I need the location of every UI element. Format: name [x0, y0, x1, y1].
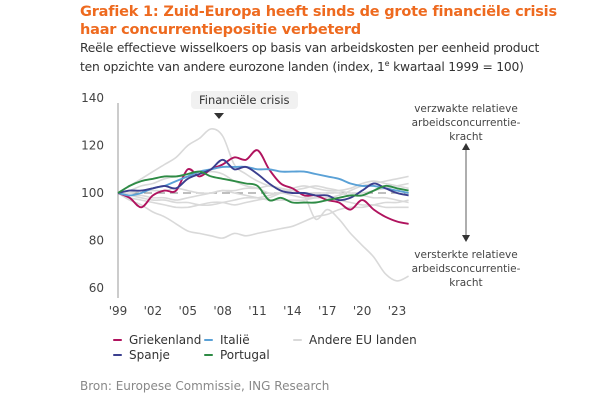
series-other-eu	[117, 128, 409, 282]
subtitle-line-2: ten opzichte van andere eurozone landen …	[80, 56, 600, 75]
legend-swatch	[113, 353, 122, 357]
x-tick-label: '02	[144, 304, 163, 318]
legend-item-andere-eu: Andere EU landen	[293, 333, 417, 347]
legend-item-portugal: Portugal	[204, 348, 270, 362]
series-line-andere-eu-landen-2	[117, 192, 409, 239]
series-line-spanje	[117, 158, 409, 202]
legend-swatch	[204, 338, 213, 342]
legend-label: Griekenland	[129, 333, 202, 347]
legend-label: Spanje	[129, 348, 170, 362]
y-tick-label: 80	[89, 234, 104, 248]
annotation-strengthened-line: kracht	[449, 277, 483, 289]
legend-item-italie: Italië	[204, 333, 250, 347]
legend-swatch	[113, 338, 122, 342]
annotation-strengthened-line: arbeidsconcurrentie-	[411, 263, 521, 275]
y-tick-label: 60	[89, 281, 104, 295]
series-line-griekenland	[117, 149, 409, 225]
series-southern-europe	[117, 149, 409, 225]
series-line-andere-eu-landen-1	[117, 128, 409, 282]
y-tick-label: 120	[81, 139, 104, 153]
annotation-strengthened-line: versterkte relatieve	[414, 249, 518, 261]
x-tick-label: '11	[248, 304, 267, 318]
x-axis-ticks: '99 '02 '05 '08 '11 '14 '17 '20 '23	[109, 304, 407, 318]
competitiveness-arrow-icon	[462, 143, 470, 242]
series-line-andere-eu-landen-7	[117, 189, 409, 209]
series-line-andere-eu-landen-6	[117, 170, 409, 195]
source-note: Bron: Europese Commissie, ING Research	[80, 379, 330, 393]
x-tick-label: '08	[213, 304, 232, 318]
x-tick-label: '20	[353, 304, 372, 318]
annotation-weakened: verzwakte relatieve arbeidsconcurrentie-…	[401, 102, 531, 144]
x-tick-label: '05	[178, 304, 197, 318]
legend-swatch	[293, 338, 302, 342]
y-tick-label: 100	[81, 186, 104, 200]
legend-label: Andere EU landen	[309, 333, 417, 347]
annotation-weakened-line: arbeidsconcurrentie-	[411, 117, 521, 129]
legend-label: Portugal	[220, 348, 270, 362]
y-tick-label: 140	[81, 91, 104, 105]
crisis-pointer-icon	[214, 113, 224, 119]
x-tick-label: '99	[109, 304, 128, 318]
legend-swatch	[204, 353, 213, 357]
x-tick-label: '14	[283, 304, 302, 318]
chart-subtitle: Reële effectieve wisselkoers op basis va…	[80, 40, 600, 75]
series-line-portugal	[117, 170, 409, 204]
legend-item-spanje: Spanje	[113, 348, 170, 362]
subtitle-line-1: Reële effectieve wisselkoers op basis va…	[80, 41, 540, 55]
annotation-weakened-line: verzwakte relatieve	[414, 103, 518, 115]
annotation-weakened-line: kracht	[449, 131, 483, 143]
annotation-financial-crisis: Financiële crisis	[191, 91, 298, 109]
y-axis-ticks: 60 80 100 120 140	[81, 91, 104, 295]
legend-label: Italië	[220, 333, 250, 347]
x-tick-label: '17	[318, 304, 337, 318]
subtitle-text: ten opzichte van andere eurozone landen …	[80, 60, 385, 75]
legend-item-griekenland: Griekenland	[113, 333, 201, 347]
subtitle-superscript: e	[384, 59, 390, 68]
annotation-strengthened: versterkte relatieve arbeidsconcurrentie…	[401, 248, 531, 290]
chart-title: Grafiek 1: Zuid-Europa heeft sinds de gr…	[80, 4, 557, 38]
subtitle-text-end: kwartaal 1999 = 100)	[389, 60, 524, 75]
x-tick-label: '23	[388, 304, 407, 318]
